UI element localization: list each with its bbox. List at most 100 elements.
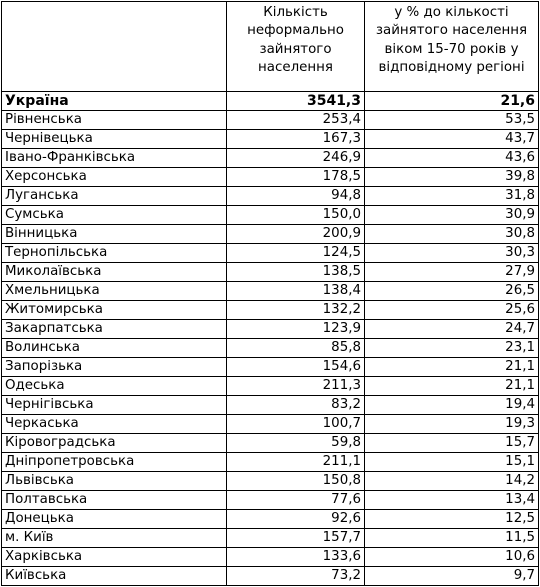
count-cell: 253,4	[226, 110, 365, 130]
table-row: Черкаська 100,7 19,3	[1, 414, 539, 434]
table-row: Донецька 92,6 12,5	[1, 509, 539, 529]
region-cell: Кіровоградська	[1, 433, 227, 453]
table-row: Рівненська 253,4 53,5	[1, 110, 539, 130]
percent-cell: 10,6	[364, 547, 539, 567]
table-row: Житомирська 132,2 25,6	[1, 300, 539, 320]
percent-cell: 30,8	[364, 224, 539, 244]
count-cell: 138,5	[226, 262, 365, 282]
region-cell: Тернопільська	[1, 243, 227, 263]
table-row: Луганська 94,8 31,8	[1, 186, 539, 206]
region-cell: Луганська	[1, 186, 227, 206]
percent-cell: 13,4	[364, 490, 539, 510]
count-cell: 211,3	[226, 376, 365, 396]
count-cell: 124,5	[226, 243, 365, 263]
region-cell: Житомирська	[1, 300, 227, 320]
table-row: Кіровоградська 59,8 15,7	[1, 433, 539, 453]
region-cell: Львівська	[1, 471, 227, 491]
percent-cell: 14,2	[364, 471, 539, 491]
percent-cell: 24,7	[364, 319, 539, 339]
percent-cell: 23,1	[364, 338, 539, 358]
percent-cell: 26,5	[364, 281, 539, 301]
region-cell: Дніпропетровська	[1, 452, 227, 472]
table-row: Полтавська 77,6 13,4	[1, 490, 539, 510]
region-cell: Волинська	[1, 338, 227, 358]
table-row: Чернівецька 167,3 43,7	[1, 129, 539, 149]
count-cell: 59,8	[226, 433, 365, 453]
count-cell: 100,7	[226, 414, 365, 434]
count-cell: 138,4	[226, 281, 365, 301]
region-cell: Хмельницька	[1, 281, 227, 301]
percent-cell: 15,7	[364, 433, 539, 453]
total-region: Україна	[1, 91, 227, 111]
count-cell: 132,2	[226, 300, 365, 320]
table-row: Запорізька 154,6 21,1	[1, 357, 539, 377]
count-cell: 92,6	[226, 509, 365, 529]
region-cell: Закарпатська	[1, 319, 227, 339]
percent-cell: 43,7	[364, 129, 539, 149]
region-cell: Івано-Франківська	[1, 148, 227, 168]
table-row: м. Київ 157,7 11,5	[1, 528, 539, 548]
table-row: Львівська 150,8 14,2	[1, 471, 539, 491]
header-row: Кількість неформально зайнятого населенн…	[1, 1, 539, 92]
total-row: Україна 3541,3 21,6	[1, 91, 539, 111]
region-cell: Харківська	[1, 547, 227, 567]
percent-cell: 27,9	[364, 262, 539, 282]
table-row: Вінницька 200,9 30,8	[1, 224, 539, 244]
percent-cell: 11,5	[364, 528, 539, 548]
percent-cell: 39,8	[364, 167, 539, 187]
count-cell: 157,7	[226, 528, 365, 548]
region-cell: Черкаська	[1, 414, 227, 434]
percent-cell: 43,6	[364, 148, 539, 168]
region-cell: Київська	[1, 566, 227, 586]
count-cell: 85,8	[226, 338, 365, 358]
percent-cell: 9,7	[364, 566, 539, 586]
table-row: Тернопільська 124,5 30,3	[1, 243, 539, 263]
count-cell: 211,1	[226, 452, 365, 472]
count-cell: 133,6	[226, 547, 365, 567]
table-row: Івано-Франківська 246,9 43,6	[1, 148, 539, 168]
percent-cell: 21,1	[364, 376, 539, 396]
table-row: Чернігівська 83,2 19,4	[1, 395, 539, 415]
percent-cell: 21,1	[364, 357, 539, 377]
count-cell: 246,9	[226, 148, 365, 168]
table-row: Херсонська 178,5 39,8	[1, 167, 539, 187]
table-row: Закарпатська 123,9 24,7	[1, 319, 539, 339]
table-row: Сумська 150,0 30,9	[1, 205, 539, 225]
region-cell: Донецька	[1, 509, 227, 529]
region-cell: Чернівецька	[1, 129, 227, 149]
region-cell: Чернігівська	[1, 395, 227, 415]
table-row: Волинська 85,8 23,1	[1, 338, 539, 358]
total-percent: 21,6	[364, 91, 539, 111]
table-row: Харківська 133,6 10,6	[1, 547, 539, 567]
count-cell: 150,8	[226, 471, 365, 491]
header-count: Кількість неформально зайнятого населенн…	[226, 1, 365, 92]
region-cell: Херсонська	[1, 167, 227, 187]
percent-cell: 31,8	[364, 186, 539, 206]
percent-cell: 15,1	[364, 452, 539, 472]
percent-cell: 30,3	[364, 243, 539, 263]
percent-cell: 25,6	[364, 300, 539, 320]
region-cell: Миколаївська	[1, 262, 227, 282]
table-row: Київська 73,2 9,7	[1, 566, 539, 586]
region-cell: Сумська	[1, 205, 227, 225]
count-cell: 167,3	[226, 129, 365, 149]
percent-cell: 19,4	[364, 395, 539, 415]
region-cell: Рівненська	[1, 110, 227, 130]
count-cell: 83,2	[226, 395, 365, 415]
count-cell: 94,8	[226, 186, 365, 206]
region-cell: Вінницька	[1, 224, 227, 244]
table-row: Одеська 211,3 21,1	[1, 376, 539, 396]
count-cell: 123,9	[226, 319, 365, 339]
count-cell: 150,0	[226, 205, 365, 225]
percent-cell: 19,3	[364, 414, 539, 434]
percent-cell: 12,5	[364, 509, 539, 529]
table-row: Хмельницька 138,4 26,5	[1, 281, 539, 301]
table-row: Миколаївська 138,5 27,9	[1, 262, 539, 282]
count-cell: 77,6	[226, 490, 365, 510]
region-cell: м. Київ	[1, 528, 227, 548]
region-cell: Запорізька	[1, 357, 227, 377]
table-row: Дніпропетровська 211,1 15,1	[1, 452, 539, 472]
count-cell: 154,6	[226, 357, 365, 377]
region-cell: Полтавська	[1, 490, 227, 510]
